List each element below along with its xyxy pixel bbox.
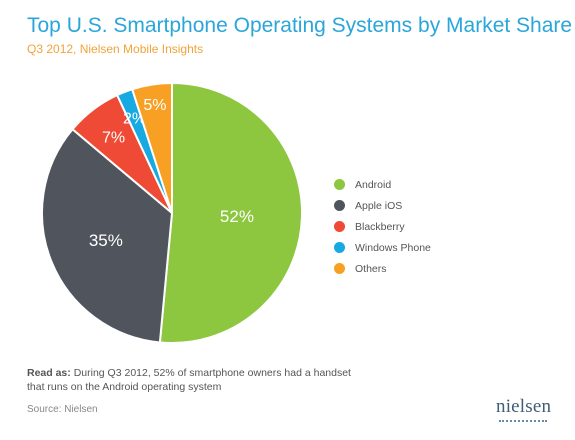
legend-label: Apple iOS: [355, 199, 403, 212]
chart-legend: Android Apple iOS Blackberry Windows Phone O…: [334, 174, 431, 279]
read-as-label: Read as:: [27, 367, 71, 379]
legend-label: Android: [355, 178, 392, 191]
legend-item-apple-ios: Apple iOS: [334, 195, 431, 216]
legend-swatch: [334, 263, 345, 274]
legend-swatch: [334, 221, 345, 232]
read-as-note: Read as: During Q3 2012, 52% of smartpho…: [27, 366, 367, 394]
pie-slice-others: [130, 81, 173, 214]
legend-label: Windows Phone: [355, 241, 431, 254]
data-label-blackberry: 7%: [102, 130, 125, 147]
data-label-apple-ios: 35%: [89, 231, 123, 250]
nielsen-logo-underline: [499, 420, 547, 424]
read-as-text: During Q3 2012, 52% of smartphone owners…: [27, 367, 351, 393]
legend-label: Others: [355, 262, 387, 275]
legend-swatch: [334, 242, 345, 253]
data-label-android: 52%: [220, 207, 254, 226]
chart-subtitle: Q3 2012, Nielsen Mobile Insights: [27, 42, 204, 56]
pie-slice-android: [158, 81, 303, 344]
pie-slice-apple-ios: [41, 127, 174, 344]
legend-label: Blackberry: [355, 220, 405, 233]
legend-item-windows-phone: Windows Phone: [334, 237, 431, 258]
nielsen-logo: nielsen: [496, 396, 552, 417]
legend-item-others: Others: [334, 258, 431, 279]
data-label-others: 5%: [143, 97, 166, 114]
legend-swatch: [334, 179, 345, 190]
source-text: Source: Nielsen: [27, 404, 98, 415]
legend-item-blackberry: Blackberry: [334, 216, 431, 237]
legend-swatch: [334, 200, 345, 211]
legend-item-android: Android: [334, 174, 431, 195]
chart-title: Top U.S. Smartphone Operating Systems by…: [27, 14, 573, 37]
